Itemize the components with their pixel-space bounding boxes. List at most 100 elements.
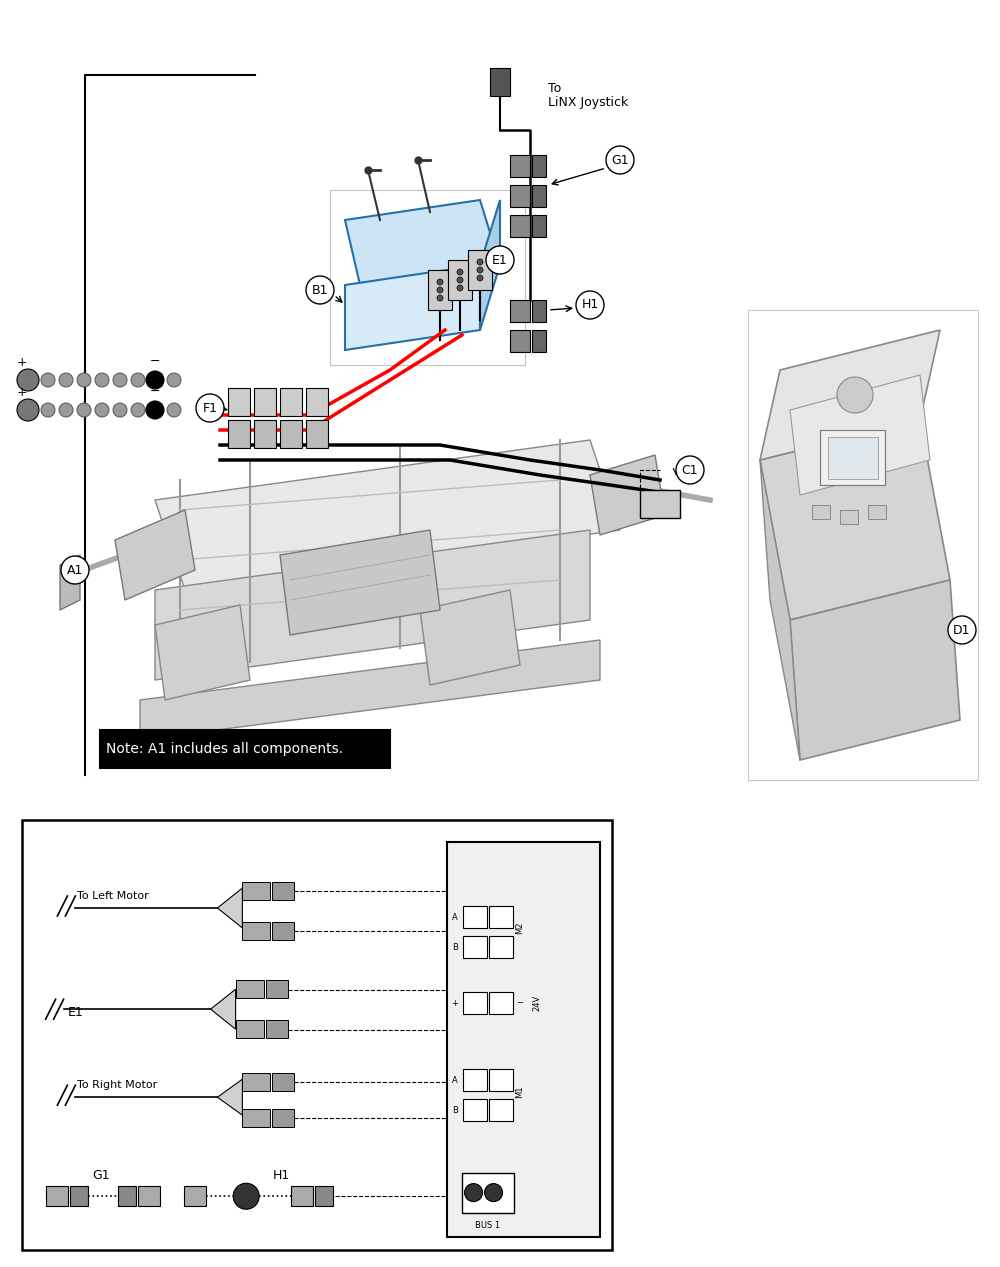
Bar — [266, 1020, 288, 1038]
Circle shape — [77, 372, 91, 386]
Bar — [236, 1020, 264, 1038]
Bar — [306, 419, 328, 449]
Bar — [448, 260, 472, 300]
Circle shape — [306, 276, 334, 304]
Text: LiNX Joystick: LiNX Joystick — [548, 96, 628, 109]
Circle shape — [606, 146, 634, 174]
Bar — [510, 300, 530, 322]
Bar — [428, 270, 452, 310]
Bar — [228, 419, 250, 449]
Circle shape — [17, 399, 39, 421]
Bar — [828, 437, 878, 479]
Bar — [280, 388, 302, 416]
Bar — [463, 992, 487, 1014]
Polygon shape — [760, 419, 950, 620]
Bar — [228, 388, 250, 416]
Circle shape — [95, 372, 109, 386]
Polygon shape — [155, 440, 620, 590]
Circle shape — [95, 403, 109, 417]
Bar — [532, 155, 546, 177]
Bar — [272, 1109, 294, 1128]
Circle shape — [41, 372, 55, 386]
Polygon shape — [480, 200, 500, 329]
Text: To Right Motor: To Right Motor — [77, 1081, 158, 1090]
Text: E1: E1 — [68, 1006, 83, 1019]
Bar — [468, 250, 492, 290]
Polygon shape — [60, 555, 80, 609]
Bar — [812, 506, 830, 519]
Text: H1: H1 — [273, 1169, 290, 1182]
Circle shape — [61, 556, 89, 584]
Bar — [532, 215, 546, 237]
Bar — [306, 388, 328, 416]
Circle shape — [41, 403, 55, 417]
Circle shape — [167, 372, 181, 386]
Bar — [748, 310, 978, 780]
Circle shape — [131, 372, 145, 386]
Bar — [100, 730, 390, 768]
Bar — [510, 155, 530, 177]
Text: A1: A1 — [67, 564, 83, 576]
Text: +: + — [451, 998, 458, 1007]
Bar — [489, 1100, 513, 1121]
Circle shape — [477, 258, 483, 265]
Bar — [46, 1186, 68, 1206]
Circle shape — [576, 291, 604, 319]
Circle shape — [59, 372, 73, 386]
Bar — [532, 300, 546, 322]
Bar — [840, 511, 858, 525]
Circle shape — [146, 400, 164, 419]
Circle shape — [23, 372, 37, 386]
Circle shape — [59, 403, 73, 417]
Polygon shape — [420, 590, 520, 685]
Text: −: − — [516, 998, 523, 1007]
Text: B: B — [452, 943, 458, 952]
Bar — [236, 981, 264, 998]
Bar — [462, 1172, 514, 1213]
Text: A: A — [452, 912, 458, 921]
Text: G1: G1 — [611, 153, 629, 166]
Polygon shape — [790, 375, 930, 495]
Circle shape — [457, 285, 463, 291]
Polygon shape — [760, 329, 940, 460]
Bar — [330, 190, 525, 365]
Bar — [242, 922, 270, 940]
Bar — [868, 506, 886, 519]
Circle shape — [167, 403, 181, 417]
Bar — [138, 1186, 160, 1206]
Circle shape — [837, 378, 873, 413]
Polygon shape — [760, 460, 800, 760]
Text: +: + — [17, 386, 27, 399]
Bar — [510, 215, 530, 237]
Text: E1: E1 — [492, 253, 508, 266]
Bar — [532, 329, 546, 352]
Text: F1: F1 — [202, 402, 218, 414]
Text: To Left Motor: To Left Motor — [77, 891, 149, 901]
Polygon shape — [217, 1079, 242, 1115]
Circle shape — [146, 371, 164, 389]
Bar — [254, 419, 276, 449]
Circle shape — [437, 295, 443, 302]
Text: Note: A1 includes all components.: Note: A1 includes all components. — [106, 742, 343, 756]
Bar — [291, 1186, 313, 1206]
Polygon shape — [280, 530, 440, 635]
Text: H1: H1 — [581, 299, 599, 312]
Text: −: − — [150, 355, 160, 367]
Circle shape — [477, 275, 483, 281]
Bar — [242, 1109, 270, 1128]
Circle shape — [465, 1183, 483, 1201]
Bar — [184, 1186, 206, 1206]
Bar — [463, 1069, 487, 1091]
Bar — [463, 1100, 487, 1121]
Circle shape — [113, 372, 127, 386]
Bar — [242, 1073, 270, 1091]
Circle shape — [676, 456, 704, 484]
Text: D1: D1 — [953, 623, 971, 636]
Polygon shape — [155, 606, 250, 699]
Bar — [640, 490, 680, 518]
Polygon shape — [155, 530, 590, 680]
Circle shape — [477, 267, 483, 272]
Polygon shape — [217, 888, 242, 927]
Bar — [489, 992, 513, 1014]
Bar — [463, 936, 487, 958]
